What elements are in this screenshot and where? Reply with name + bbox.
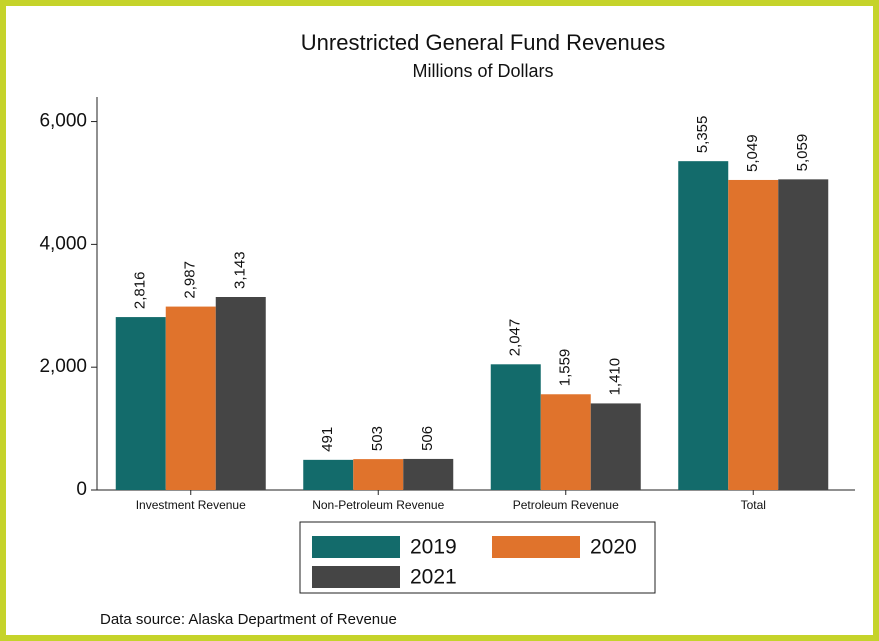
chart-subtitle: Millions of Dollars (412, 61, 553, 81)
x-tick-label: Non-Petroleum Revenue (312, 498, 444, 512)
value-label: 2,816 (132, 272, 149, 310)
bar (353, 459, 404, 490)
legend-swatch (492, 536, 580, 558)
legend-box (299, 521, 656, 594)
value-label: 2,987 (182, 261, 199, 299)
x-tick-label: Total (741, 498, 766, 512)
bar (678, 161, 729, 490)
chart-title: Unrestricted General Fund Revenues (301, 30, 665, 55)
legend-label: 2019 (410, 536, 457, 559)
y-tick-label: 2,000 (39, 356, 87, 377)
legend-label: 2021 (410, 566, 457, 589)
y-tick-label: 6,000 (39, 111, 87, 132)
source-note: Data source: Alaska Department of Revenu… (100, 611, 397, 628)
bar (728, 179, 779, 490)
x-tick-label: Petroleum Revenue (513, 498, 619, 512)
legend-swatch (312, 566, 400, 588)
bar (115, 317, 166, 490)
legend-label: 2020 (590, 536, 637, 559)
bar (540, 394, 591, 490)
value-label: 3,143 (232, 251, 249, 289)
bar (778, 179, 829, 491)
y-tick-label: 0 (76, 479, 87, 500)
value-label: 1,410 (607, 358, 624, 396)
value-label: 506 (419, 426, 436, 451)
bar (165, 306, 216, 490)
value-label: 1,559 (557, 349, 574, 387)
value-label: 5,049 (744, 134, 761, 172)
value-label: 5,355 (694, 116, 711, 154)
value-label: 2,047 (507, 319, 524, 357)
value-label: 5,059 (794, 134, 811, 172)
bar (215, 297, 266, 490)
bar (490, 364, 541, 490)
y-tick-label: 4,000 (39, 233, 87, 254)
value-label: 503 (369, 426, 386, 451)
bar (590, 403, 641, 490)
legend-swatch (312, 536, 400, 558)
value-label: 491 (319, 427, 336, 452)
bar (303, 459, 354, 490)
x-tick-label: Investment Revenue (136, 498, 246, 512)
bar (403, 458, 454, 490)
